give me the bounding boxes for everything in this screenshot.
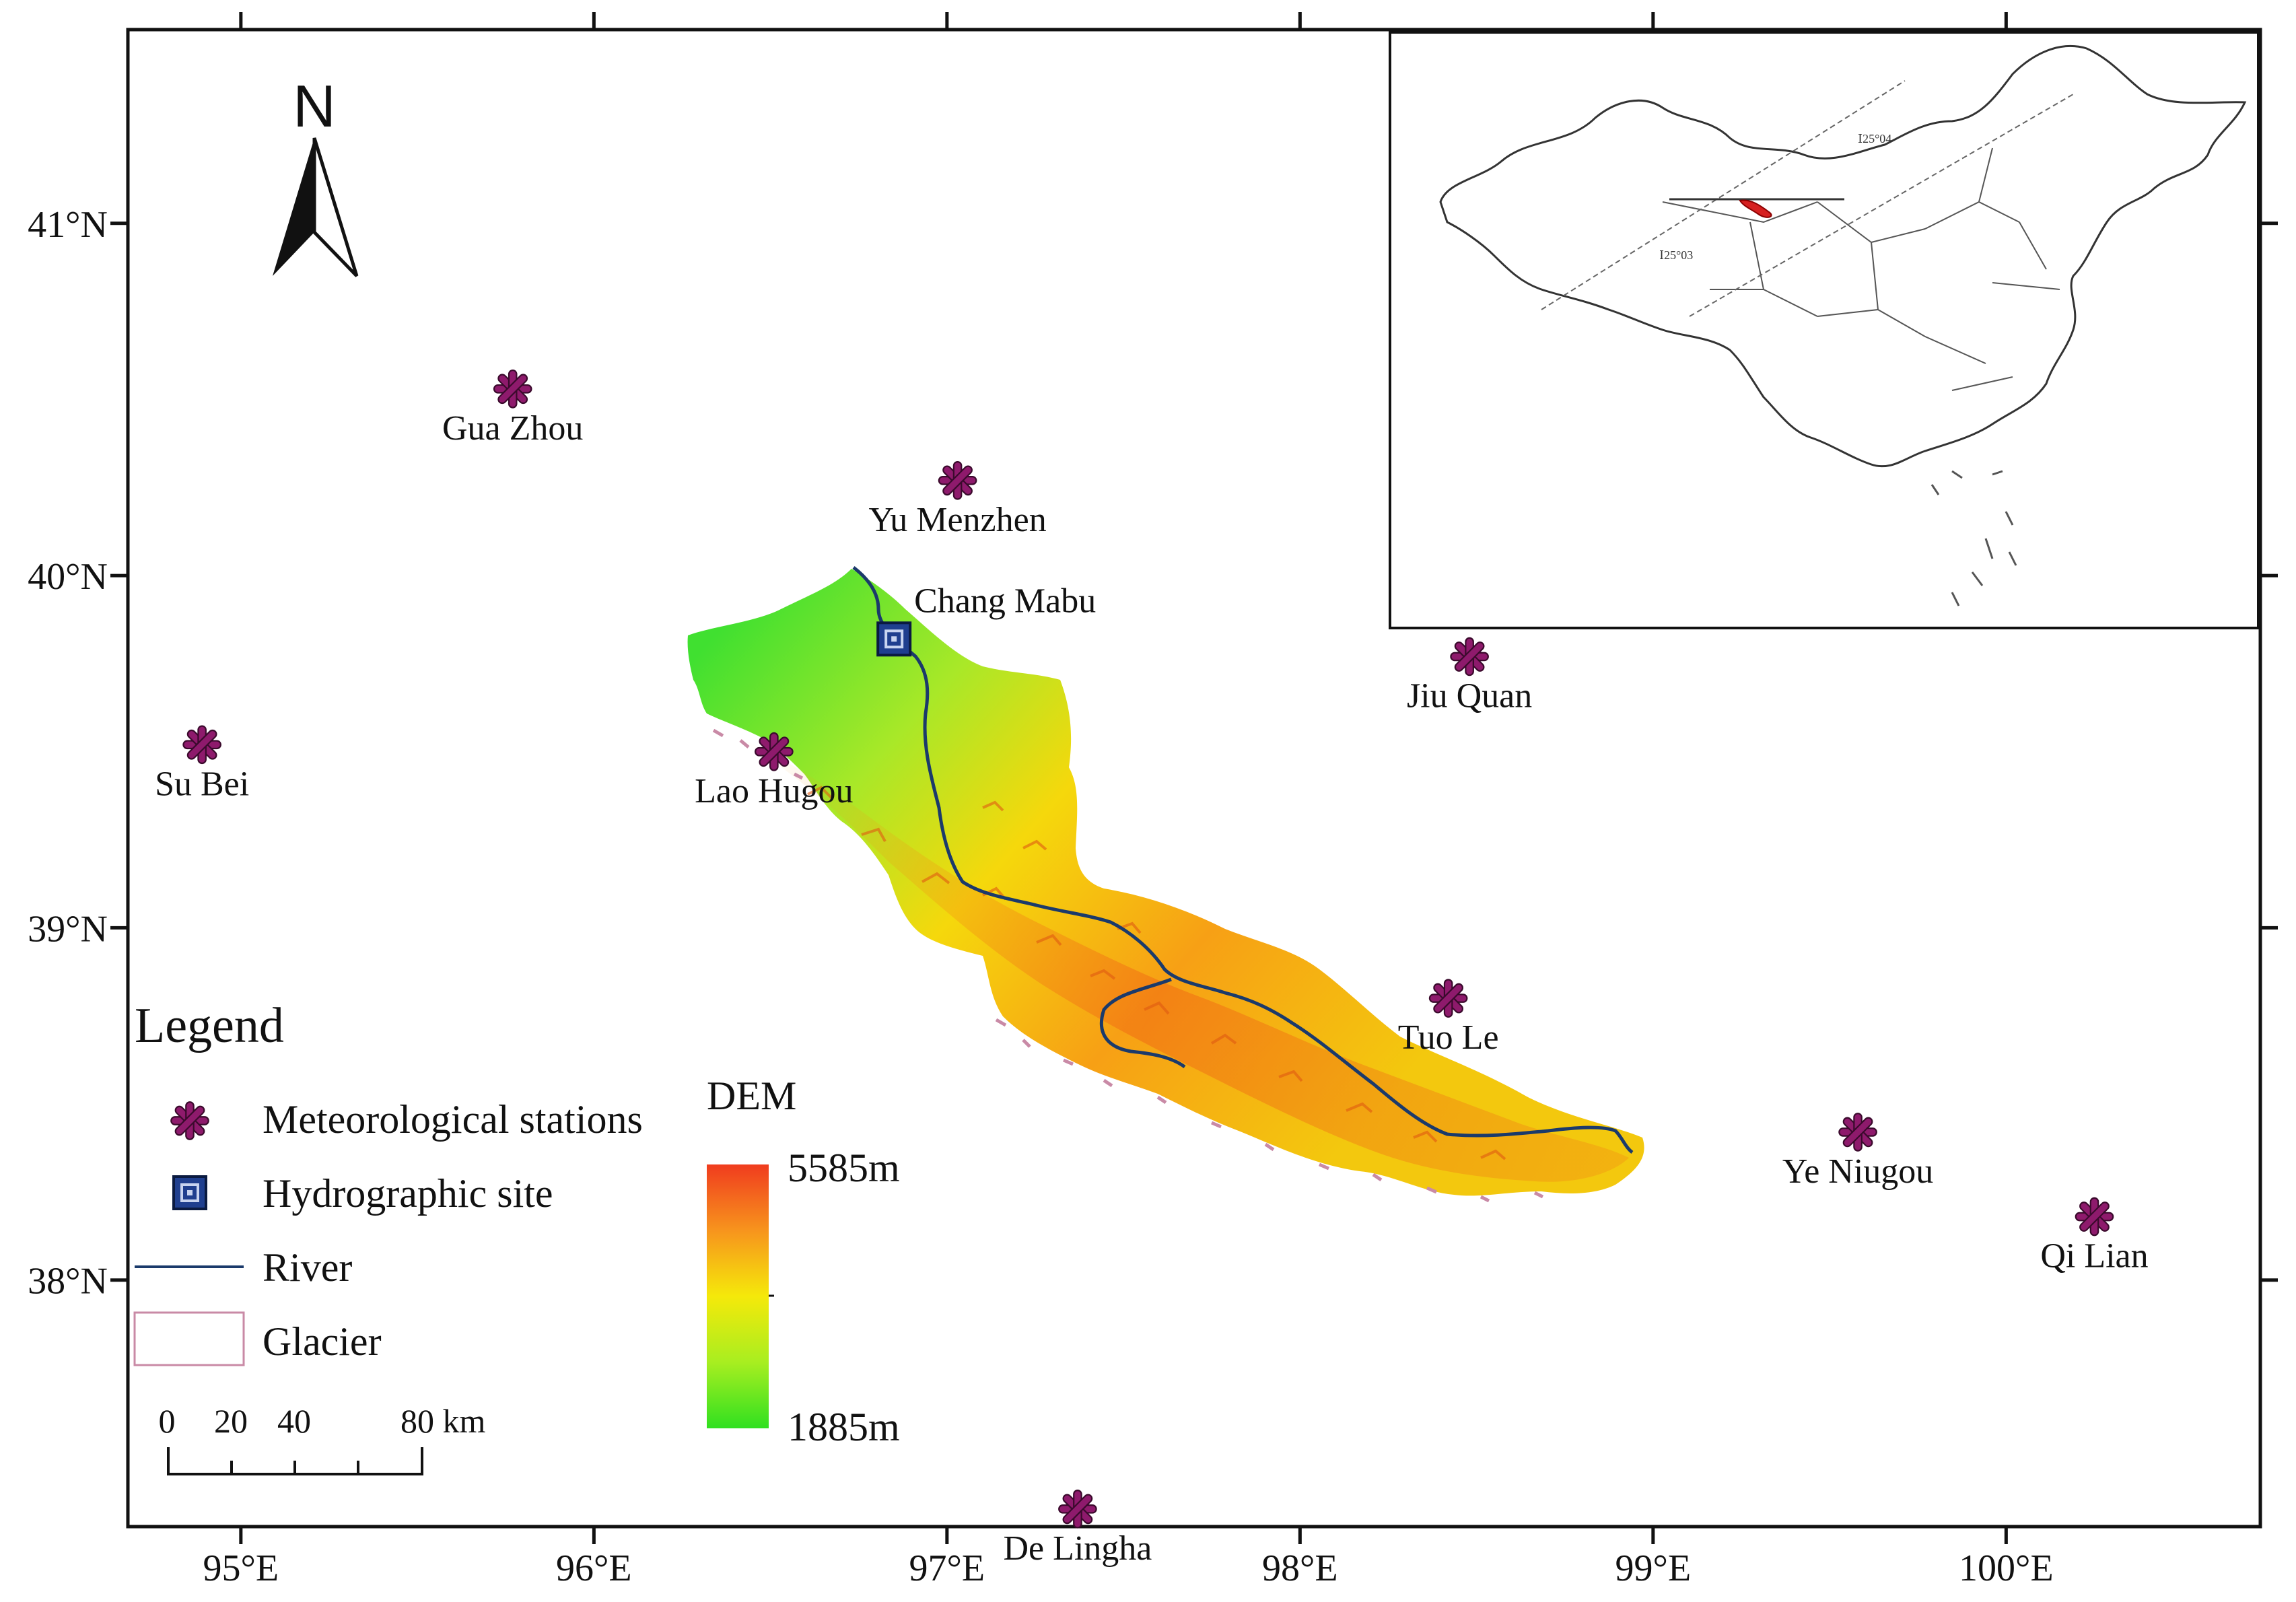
dem-max-label: 5585m <box>788 1146 900 1190</box>
inset-label-2: Ⅰ25°03 <box>1659 248 1693 262</box>
legend-label-hydro: Hydrographic site <box>263 1171 553 1216</box>
river-main <box>852 566 1634 1154</box>
scale-bar-line <box>167 1447 423 1475</box>
legend-label-glacier: Glacier <box>263 1319 382 1364</box>
legend: Legend Meteorological stations Hydrograp… <box>133 998 900 1449</box>
north-label: N <box>293 73 336 139</box>
inset-label-1: Ⅰ25°04 <box>1858 132 1891 145</box>
hydro-site-marker-inner <box>884 629 904 649</box>
station-marker-qi-lian <box>2075 1197 2114 1237</box>
lon-tick-label-96: 96°E <box>556 1547 632 1589</box>
station-label-tuo-le: Tuo Le <box>1398 1018 1499 1057</box>
hydrographic-site: Chang Mabu <box>876 582 1096 657</box>
station-marker-jiu-quan <box>1450 637 1489 676</box>
scale-label-0: 0 <box>159 1402 176 1440</box>
lon-tick-label-98: 98°E <box>1262 1547 1338 1589</box>
basin-dem <box>687 566 1644 1203</box>
station-marker-ye-niugou <box>1838 1113 1877 1152</box>
inset-frame <box>1389 31 2260 629</box>
scale-bar: 0 20 40 80 km <box>159 1402 486 1475</box>
station-label-qi-lian: Qi Lian <box>2040 1237 2148 1276</box>
north-arrow-right <box>312 137 359 277</box>
hydro-site-label: Chang Mabu <box>914 582 1096 620</box>
inset-study-area <box>1739 199 1772 218</box>
lat-tick-label-41: 41°N <box>28 204 108 246</box>
dem-title: DEM <box>707 1074 796 1118</box>
hydro-site-marker-dot <box>891 636 897 642</box>
station-marker-lao-hugou <box>755 732 794 771</box>
north-arrow-left <box>273 138 314 276</box>
station-marker-yu-menzhen <box>938 460 977 500</box>
station-marker-gua-zhou <box>493 369 532 409</box>
legend-label-stations: Meteorological stations <box>263 1097 643 1142</box>
station-label-de-lingha: De Lingha <box>1003 1529 1152 1568</box>
legend-label-river: River <box>263 1245 352 1290</box>
lat-tick-label-40: 40°N <box>28 556 108 598</box>
river-tributary <box>1099 977 1186 1069</box>
inset-coast-islands <box>1930 470 2017 606</box>
station-label-yu-menzhen: Yu Menzhen <box>868 501 1046 539</box>
hydro-site-marker <box>876 621 912 657</box>
legend-title: Legend <box>135 998 284 1053</box>
station-marker-tuo-le <box>1428 979 1468 1018</box>
legend-hydro-symbol <box>172 1175 207 1210</box>
glacier-patches <box>712 728 1544 1203</box>
station-label-lao-hugou: Lao Hugou <box>695 772 853 810</box>
basin-mountain-texture <box>807 786 1506 1160</box>
station-label-jiu-quan: Jiu Quan <box>1407 676 1532 715</box>
station-marker-su-bei <box>182 725 221 765</box>
scale-label-40: 40 <box>277 1402 311 1440</box>
lat-tick-label-39: 39°N <box>28 908 108 950</box>
graticule-ticks: 95°E 96°E 97°E 98°E 99°E 100°E 41°N 40°N 39°N 38°… <box>28 12 2278 1589</box>
inset-china-outline <box>1439 45 2247 468</box>
legend-glacier-symbol <box>133 1311 245 1366</box>
station-marker-de-lingha <box>1058 1490 1097 1529</box>
station-label-ye-niugou: Ye Niugou <box>1782 1152 1933 1191</box>
station-label-su-bei: Su Bei <box>155 765 249 803</box>
inset-line-2 <box>1689 94 2074 317</box>
lon-tick-label-95: 95°E <box>203 1547 279 1589</box>
dem-min-label: 1885m <box>788 1405 900 1449</box>
dem-colorbar <box>707 1164 769 1428</box>
scale-label-20: 20 <box>214 1402 248 1440</box>
scale-label-80: 80 km <box>401 1402 486 1440</box>
inset-line-1 <box>1541 80 1906 310</box>
meteorological-stations: Gua Zhou Yu Menzhen Su Bei Lao Hugou Jiu Qua… <box>155 369 2149 1568</box>
inset-map-china: Ⅰ25°04 Ⅰ25°03 <box>1389 31 2260 629</box>
lon-tick-label-99: 99°E <box>1615 1547 1692 1589</box>
basin-ridge-shading <box>714 727 1629 1182</box>
lat-tick-label-38: 38°N <box>28 1261 108 1302</box>
basin-dem-shape <box>687 569 1644 1196</box>
north-arrow: N <box>273 73 359 277</box>
station-label-gua-zhou: Gua Zhou <box>442 409 583 448</box>
lon-tick-label-97: 97°E <box>909 1547 985 1589</box>
legend-station-symbol <box>170 1101 209 1140</box>
legend-station-star <box>170 1101 209 1140</box>
lon-tick-label-100: 100°E <box>1959 1547 2054 1589</box>
